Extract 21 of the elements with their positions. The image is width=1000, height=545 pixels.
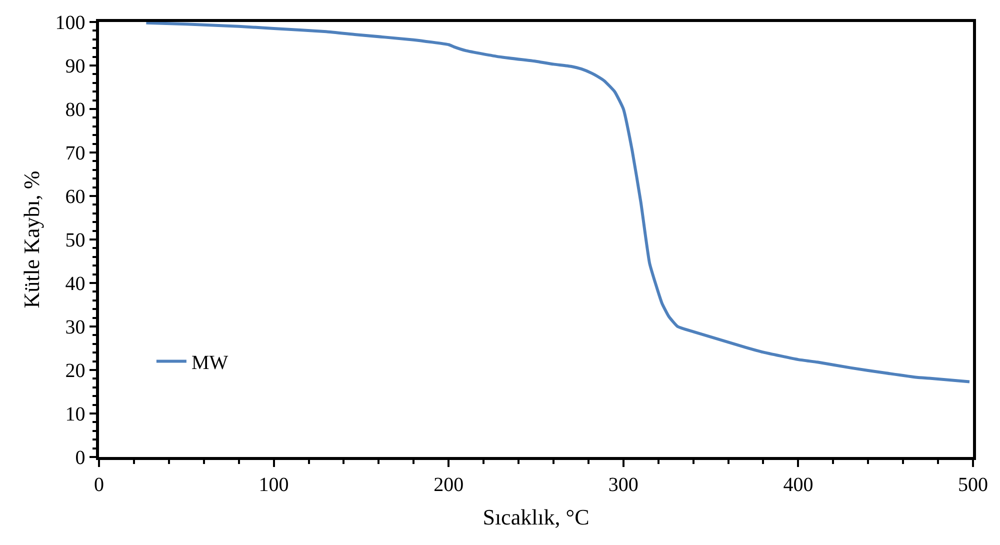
y-tick-label: 90	[65, 56, 86, 78]
y-tick-label: 70	[65, 142, 86, 164]
y-tick-label: 60	[65, 186, 86, 208]
y-tick-label: 10	[65, 404, 86, 426]
x-tick-label: 500	[958, 474, 988, 496]
legend-label: MW	[191, 352, 228, 374]
x-axis-title: Sıcaklık, °C	[482, 504, 590, 530]
y-tick-label: 40	[65, 273, 86, 295]
y-tick-label: 30	[65, 316, 86, 338]
y-tick-label: 0	[75, 447, 86, 469]
x-tick-label: 100	[258, 474, 289, 496]
y-tick-label: 20	[65, 360, 86, 382]
x-tick-label: 200	[434, 474, 464, 496]
y-tick-label: 50	[65, 230, 86, 252]
y-tick-label: 80	[65, 99, 86, 121]
x-tick-label: 300	[608, 474, 638, 496]
x-tick-label: 0	[94, 474, 104, 496]
y-axis-title: Kütle Kaybı, %	[19, 170, 44, 308]
y-tick-label: 100	[55, 12, 86, 34]
x-tick-label: 400	[783, 474, 814, 496]
line-series	[144, 22, 971, 384]
